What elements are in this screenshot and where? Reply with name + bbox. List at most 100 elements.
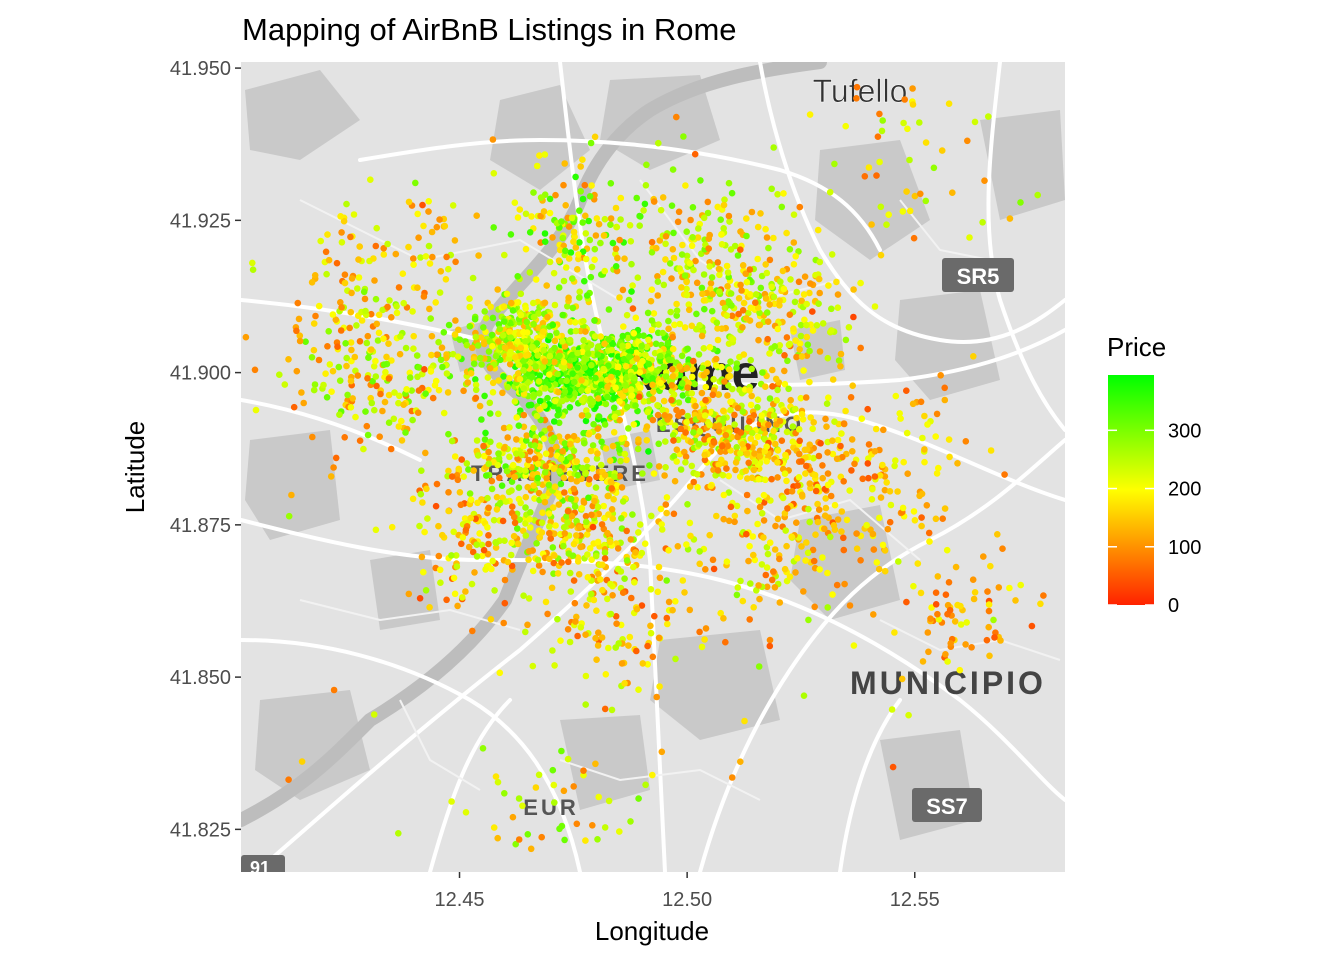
listing-point xyxy=(550,418,558,425)
listing-point xyxy=(478,541,486,549)
listing-point xyxy=(308,279,316,286)
listing-point xyxy=(876,514,883,522)
listing-point xyxy=(786,246,794,253)
listing-points xyxy=(242,83,1047,853)
listing-point xyxy=(367,310,375,318)
listing-point xyxy=(756,453,764,460)
listing-point xyxy=(985,113,992,120)
listing-point xyxy=(542,598,550,606)
listing-point xyxy=(790,325,797,333)
listing-point xyxy=(551,483,559,491)
listing-point xyxy=(613,223,621,231)
listing-point xyxy=(599,586,606,594)
listing-point xyxy=(535,562,543,569)
listing-point xyxy=(352,413,359,421)
listing-point xyxy=(337,213,344,220)
listing-point xyxy=(469,274,477,282)
listing-point xyxy=(554,570,562,577)
listing-point xyxy=(370,255,377,262)
listing-point xyxy=(600,232,608,239)
x-tick-label: 12.45 xyxy=(434,889,484,911)
listing-point xyxy=(754,433,762,441)
listing-point xyxy=(706,421,713,429)
listing-point xyxy=(683,285,690,293)
listing-point xyxy=(829,591,836,598)
listing-point xyxy=(649,653,657,661)
listing-point xyxy=(727,406,734,414)
listing-point xyxy=(1037,600,1044,608)
listing-point xyxy=(819,474,826,482)
listing-point xyxy=(627,238,635,245)
listing-point xyxy=(689,365,696,373)
listing-point xyxy=(442,354,450,362)
listing-point xyxy=(417,254,424,261)
listing-point xyxy=(857,279,864,287)
listing-point xyxy=(664,620,671,628)
listing-point xyxy=(800,588,807,595)
listing-point xyxy=(621,575,628,582)
listing-point xyxy=(609,442,617,450)
listing-point xyxy=(372,242,380,250)
listing-point xyxy=(909,400,917,408)
listing-point xyxy=(582,470,589,477)
listing-point xyxy=(588,511,595,519)
listing-point xyxy=(607,610,615,618)
listing-point xyxy=(765,244,772,252)
listing-point xyxy=(501,599,509,607)
listing-point xyxy=(693,310,700,318)
y-tick-label: 41.950 xyxy=(170,58,231,80)
listing-point xyxy=(782,451,789,459)
listing-point xyxy=(822,504,830,512)
listing-point xyxy=(916,119,923,126)
listing-point xyxy=(787,276,794,283)
listing-point xyxy=(592,484,600,491)
listing-point xyxy=(699,290,706,298)
listing-point xyxy=(538,833,545,841)
listing-point xyxy=(624,334,632,342)
listing-point xyxy=(669,366,676,373)
listing-point xyxy=(720,615,727,622)
listing-point xyxy=(577,163,584,170)
listing-point xyxy=(490,516,498,524)
listing-point xyxy=(454,476,462,484)
listing-point xyxy=(824,569,831,577)
listing-point xyxy=(470,467,478,474)
listing-point xyxy=(709,391,717,399)
listing-point xyxy=(514,214,522,221)
listing-point xyxy=(601,340,608,348)
listing-point xyxy=(826,188,834,196)
listing-point xyxy=(370,363,378,370)
listing-point xyxy=(962,438,970,445)
listing-point xyxy=(516,375,524,383)
listing-point xyxy=(415,234,422,241)
listing-point xyxy=(587,341,595,349)
listing-point xyxy=(947,640,954,647)
listing-point xyxy=(583,456,590,464)
listing-point xyxy=(373,320,381,328)
listing-point xyxy=(642,781,649,789)
listing-point xyxy=(762,476,769,484)
listing-point xyxy=(525,556,532,563)
listing-point xyxy=(470,360,478,368)
listing-point xyxy=(553,329,560,337)
listing-point xyxy=(632,549,639,556)
listing-point xyxy=(625,642,632,649)
listing-point xyxy=(524,483,531,491)
listing-point xyxy=(475,252,482,259)
listing-point xyxy=(362,408,369,415)
listing-point xyxy=(597,576,604,583)
listing-point xyxy=(713,512,720,520)
listing-point xyxy=(423,485,430,493)
listing-point xyxy=(751,450,758,457)
listing-point xyxy=(343,200,350,208)
listing-point xyxy=(560,524,568,531)
listing-point xyxy=(569,552,577,559)
listing-point xyxy=(550,269,558,277)
listing-point xyxy=(489,314,497,322)
listing-point xyxy=(343,354,351,362)
listing-point xyxy=(798,353,806,360)
listing-point xyxy=(529,373,536,381)
listing-point xyxy=(679,241,686,249)
listing-point xyxy=(657,505,665,513)
